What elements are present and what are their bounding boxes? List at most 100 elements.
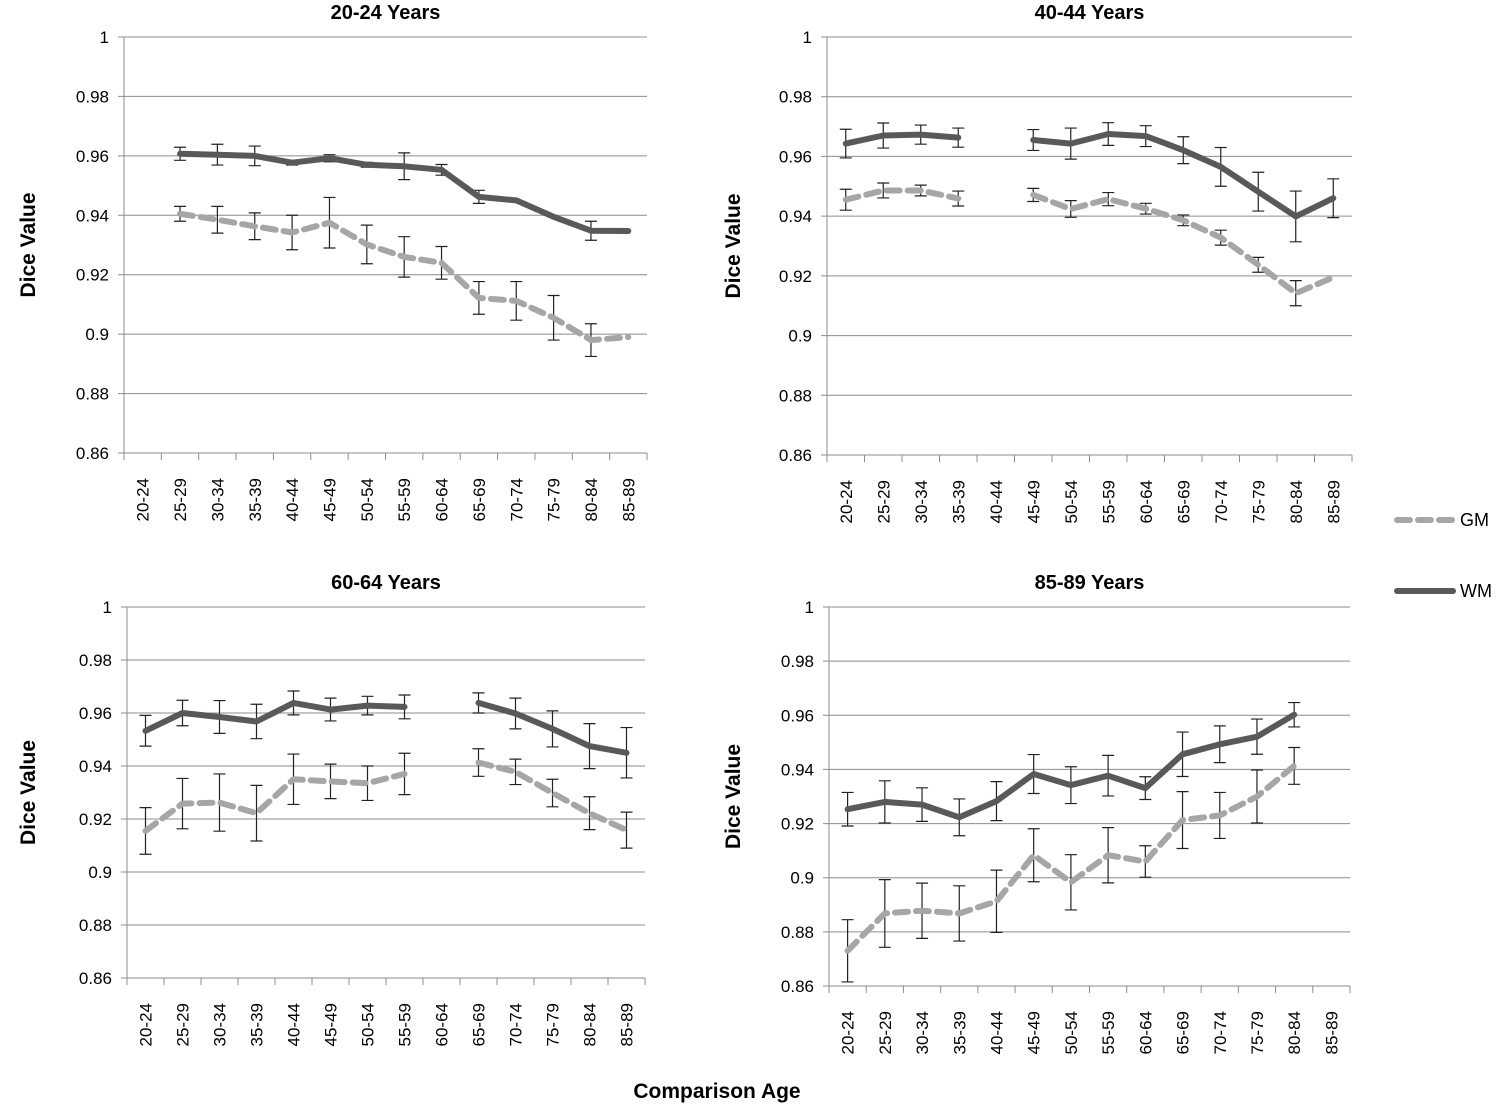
chart-title: 40-44 Years bbox=[1035, 2, 1145, 24]
x-tick-label: 70-74 bbox=[507, 478, 526, 521]
chart-panels: 0.86 0.88 0.9 0.92 0.94 0.96 0.98 1 20-24 25-29 30… bbox=[17, 2, 1353, 1054]
x-tick-label: 25-29 bbox=[171, 478, 190, 521]
legend-label-wm: WM bbox=[1460, 581, 1492, 601]
series-gm bbox=[174, 196, 632, 358]
x-tick-label: 55-59 bbox=[1099, 480, 1118, 523]
chart-title: 85-89 Years bbox=[1035, 572, 1145, 594]
x-tick-label: 50-54 bbox=[359, 1003, 378, 1046]
x-tick-label: 80-84 bbox=[582, 478, 601, 521]
y-tick-label: 0.94 bbox=[779, 207, 812, 226]
x-tick-label: 60-64 bbox=[1137, 480, 1156, 523]
x-tick-label: 25-29 bbox=[874, 480, 893, 523]
x-tick-label: 60-64 bbox=[433, 478, 452, 521]
chart-panel-2: 0.86 0.88 0.9 0.92 0.94 0.96 0.98 1 20-24 25-29 30… bbox=[722, 2, 1353, 523]
x-tick-label: 50-54 bbox=[358, 478, 377, 521]
y-tick-label: 0.88 bbox=[79, 916, 112, 935]
series-line-wm bbox=[475, 699, 630, 756]
x-tick-label: 70-74 bbox=[1211, 1011, 1230, 1054]
y-tick-label: 0.96 bbox=[76, 147, 109, 166]
x-tick-label: 45-49 bbox=[1024, 480, 1043, 523]
series-line-wm bbox=[142, 699, 408, 734]
series-line-wm bbox=[1030, 131, 1337, 220]
y-tick-label: 1 bbox=[803, 28, 812, 47]
x-tick-label: 85-89 bbox=[619, 478, 638, 521]
x-tick-label: 40-44 bbox=[987, 1011, 1006, 1054]
series-wm bbox=[841, 701, 1301, 837]
series-gm bbox=[139, 748, 633, 855]
x-tick-label: 75-79 bbox=[545, 478, 564, 521]
y-tick-label: 0.96 bbox=[781, 706, 814, 725]
series-wm bbox=[839, 122, 1340, 243]
series-line-gm bbox=[842, 187, 962, 203]
x-tick-label: 80-84 bbox=[1285, 1011, 1304, 1054]
y-tick-label: 0.94 bbox=[781, 760, 814, 779]
x-tick-label: 70-74 bbox=[507, 1003, 526, 1046]
x-tick-label: 85-89 bbox=[618, 1003, 637, 1046]
y-tick-label: 0.9 bbox=[790, 869, 814, 888]
x-tick-label: 25-29 bbox=[876, 1011, 895, 1054]
series-line-gm bbox=[177, 210, 632, 344]
x-tick-label: 20-24 bbox=[134, 478, 153, 521]
x-tick-label: 40-44 bbox=[285, 1003, 304, 1046]
series-gm bbox=[841, 746, 1301, 983]
x-tick-label: 60-64 bbox=[1136, 1011, 1155, 1054]
x-tick-label: 80-84 bbox=[581, 1003, 600, 1046]
x-tick-label: 65-69 bbox=[1174, 1011, 1193, 1054]
chart-panel-4: 0.86 0.88 0.9 0.92 0.94 0.96 0.98 1 20-24 25-29 30… bbox=[722, 572, 1351, 1054]
error-bar bbox=[546, 778, 559, 808]
error-bar bbox=[509, 758, 522, 786]
y-tick-label: 0.92 bbox=[79, 810, 112, 829]
y-axis-label: Dice Value bbox=[722, 193, 745, 298]
x-tick-label: 35-39 bbox=[246, 478, 265, 521]
x-tick-label: 80-84 bbox=[1287, 480, 1306, 523]
y-tick-label: 0.9 bbox=[88, 863, 112, 882]
y-tick-label: 0.86 bbox=[79, 969, 112, 988]
x-tick-label: 60-64 bbox=[433, 1003, 452, 1046]
x-tick-label: 30-34 bbox=[912, 480, 931, 523]
x-tick-label: 35-39 bbox=[950, 1011, 969, 1054]
x-tick-label: 85-89 bbox=[1322, 1011, 1341, 1054]
y-tick-label: 0.96 bbox=[779, 147, 812, 166]
error-bar bbox=[620, 811, 633, 849]
x-tick-label: 65-69 bbox=[470, 1003, 489, 1046]
y-tick-label: 0.92 bbox=[779, 267, 812, 286]
y-tick-label: 1 bbox=[103, 598, 112, 617]
error-bar bbox=[250, 784, 263, 842]
chart-title: 60-64 Years bbox=[331, 572, 441, 594]
y-tick-label: 0.86 bbox=[781, 977, 814, 996]
y-tick-label: 0.92 bbox=[781, 815, 814, 834]
error-bar bbox=[211, 205, 224, 234]
x-tick-label: 35-39 bbox=[248, 1003, 267, 1046]
x-tick-label: 45-49 bbox=[322, 1003, 341, 1046]
x-tick-label: 70-74 bbox=[1212, 480, 1231, 523]
legend: GM WM bbox=[1394, 510, 1492, 601]
x-tick-label: 30-34 bbox=[211, 1003, 230, 1046]
x-tick-label: 40-44 bbox=[987, 480, 1006, 523]
chart-title: 20-24 Years bbox=[331, 2, 441, 24]
x-tick-label: 45-49 bbox=[1025, 1011, 1044, 1054]
y-tick-label: 0.98 bbox=[76, 87, 109, 106]
chart-panel-1: 0.86 0.88 0.9 0.92 0.94 0.96 0.98 1 20-24 25-29 30… bbox=[17, 2, 648, 521]
x-tick-label: 55-59 bbox=[1099, 1011, 1118, 1054]
error-bar bbox=[877, 182, 890, 199]
x-tick-label: 50-54 bbox=[1062, 480, 1081, 523]
y-tick-label: 1 bbox=[805, 598, 814, 617]
y-tick-label: 0.98 bbox=[781, 652, 814, 671]
legend-label-gm: GM bbox=[1460, 510, 1489, 530]
x-tick-label: 20-24 bbox=[839, 1011, 858, 1054]
series-wm bbox=[139, 690, 633, 779]
x-tick-label: 25-29 bbox=[174, 1003, 193, 1046]
x-tick-label: 20-24 bbox=[837, 480, 856, 523]
y-tick-label: 0.9 bbox=[85, 325, 109, 344]
x-tick-label: 85-89 bbox=[1324, 480, 1343, 523]
x-axis-label: Comparison Age bbox=[633, 1080, 800, 1103]
y-tick-label: 0.88 bbox=[781, 923, 814, 942]
x-tick-label: 55-59 bbox=[395, 478, 414, 521]
y-tick-label: 0.86 bbox=[779, 446, 812, 465]
series-line-gm bbox=[1030, 191, 1337, 297]
y-tick-label: 0.88 bbox=[76, 385, 109, 404]
y-axis-label: Dice Value bbox=[722, 744, 745, 849]
chart-panel-3: 0.86 0.88 0.9 0.92 0.94 0.96 0.98 1 20-24 25-29 30… bbox=[17, 572, 646, 1046]
x-tick-label: 30-34 bbox=[913, 1011, 932, 1054]
